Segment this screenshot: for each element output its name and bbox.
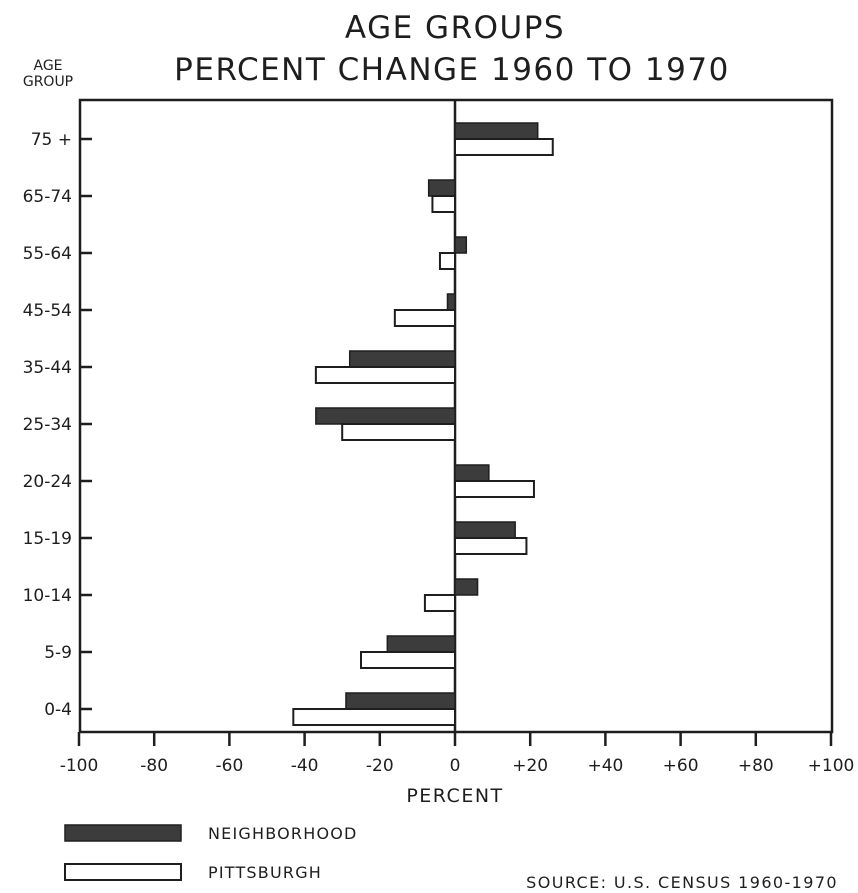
legend-label-neighborhood: NEIGHBORHOOD	[208, 824, 358, 843]
bar-neighborhood	[454, 464, 490, 482]
bar-pittsburgh	[314, 366, 456, 384]
y-tick-label: 15-19	[23, 529, 72, 549]
bar-neighborhood	[454, 521, 516, 539]
bar-pittsburgh	[292, 708, 456, 726]
chart-subtitle: PERCENT CHANGE 1960 TO 1970	[174, 52, 730, 88]
legend-swatch-pittsburgh	[64, 863, 182, 881]
x-tick-label: -100	[60, 756, 99, 776]
bar-pittsburgh	[454, 537, 528, 555]
bar-neighborhood	[454, 122, 539, 140]
bar-neighborhood	[446, 293, 456, 311]
x-tick-label: -80	[140, 756, 168, 776]
bar-neighborhood	[386, 635, 456, 653]
y-tick-label: 25-34	[23, 415, 72, 435]
x-tick-label: 0	[450, 756, 461, 776]
y-tick-label: 65-74	[23, 187, 72, 207]
bar-neighborhood	[454, 578, 479, 596]
x-tick-label: -40	[291, 756, 319, 776]
legend-label-pittsburgh: PITTSBURGH	[208, 863, 322, 882]
x-tick-label: +60	[663, 756, 699, 776]
bar-pittsburgh	[423, 594, 457, 612]
legend-swatch-neighborhood	[64, 824, 182, 842]
bar-neighborhood	[315, 407, 456, 425]
x-tick-label: -20	[366, 756, 394, 776]
x-tick-label: +20	[512, 756, 548, 776]
y-tick-label: 20-24	[23, 472, 72, 492]
x-tick-label: +100	[808, 756, 855, 776]
bar-pittsburgh	[454, 138, 554, 156]
legend: NEIGHBORHOOD PITTSBURGH	[64, 824, 358, 882]
y-tick-label: 5-9	[44, 643, 72, 663]
bar-pittsburgh	[454, 480, 535, 498]
x-tick-label: +40	[587, 756, 623, 776]
bar-neighborhood	[348, 350, 456, 368]
bar-pittsburgh	[431, 195, 457, 213]
y-tick-label: 45-54	[23, 301, 72, 321]
bar-neighborhood	[454, 236, 468, 254]
source-note: SOURCE: U.S. CENSUS 1960-1970	[526, 873, 838, 892]
chart-title: AGE GROUPS	[345, 10, 565, 46]
x-tick-label: +80	[738, 756, 774, 776]
y-axis-label-age: AGE	[33, 58, 62, 74]
bar-pittsburgh	[360, 651, 456, 669]
y-tick-label: 75 +	[31, 130, 72, 150]
y-tick-label: 55-64	[23, 244, 72, 264]
x-axis-label: PERCENT	[406, 785, 503, 807]
bar-neighborhood	[427, 179, 456, 197]
y-tick-label: 35-44	[23, 358, 72, 378]
y-axis-label-group: GROUP	[23, 74, 73, 90]
bar-pittsburgh	[438, 252, 456, 270]
y-tick-label: 0-4	[44, 700, 72, 720]
bar-pittsburgh	[393, 309, 456, 327]
y-tick-label: 10-14	[23, 586, 72, 606]
bar-neighborhood	[345, 692, 456, 710]
bar-pittsburgh	[341, 423, 457, 441]
x-tick-label: -60	[216, 756, 244, 776]
